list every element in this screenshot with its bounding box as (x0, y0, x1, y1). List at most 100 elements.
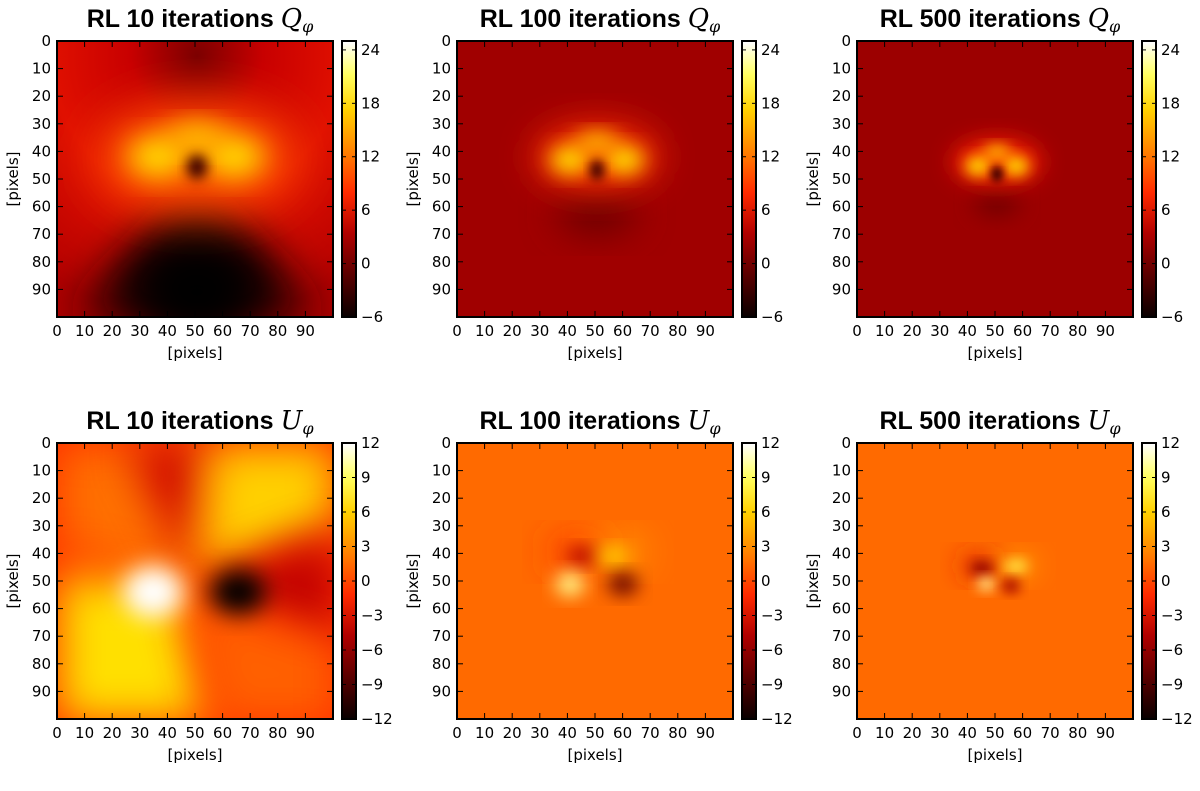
y-tick-label: 80 (432, 655, 451, 673)
colorbar-tick-label: 12 (361, 148, 380, 166)
x-axis-label: [pixels] (167, 746, 222, 764)
x-tick-label: 40 (158, 322, 177, 340)
x-tick-label: 0 (452, 724, 462, 742)
y-tick-label: 80 (832, 655, 851, 673)
heatmap-image (856, 40, 1134, 318)
x-tick-label: 90 (296, 724, 315, 742)
colorbar-tick-label: 24 (761, 41, 780, 59)
x-tick-label: 70 (1041, 724, 1060, 742)
y-tick-label: 90 (32, 280, 51, 298)
y-tick-label: 30 (32, 115, 51, 133)
y-tick-label: 60 (32, 198, 51, 216)
x-tick-label: 10 (75, 322, 94, 340)
panel-title: RL 500 iterations Uφ (879, 406, 1121, 438)
colorbar-tick-label: −9 (1161, 676, 1183, 694)
x-tick-label: 70 (641, 322, 660, 340)
colorbar-tick-label: −6 (761, 308, 783, 326)
panel-title: RL 500 iterations Qφ (879, 4, 1121, 36)
panel-u-rl500: RL 500 iterations Uφ 0 10 20 30 40 50 60 70 80 90… (800, 402, 1200, 791)
x-tick-label: 80 (268, 322, 287, 340)
heatmap-image (456, 40, 734, 318)
x-tick-label: 30 (530, 322, 549, 340)
y-tick-label: 90 (432, 280, 451, 298)
y-tick-label: 50 (832, 170, 851, 188)
x-tick-label: 80 (668, 322, 687, 340)
heatmap-image (56, 442, 334, 720)
colorbar-tick-label: −6 (1161, 308, 1183, 326)
colorbar-tick-label: −3 (361, 607, 383, 625)
x-tick-label: 50 (185, 322, 204, 340)
x-tick-label: 60 (213, 724, 232, 742)
y-tick-label: 30 (32, 517, 51, 535)
x-tick-label: 60 (1013, 322, 1032, 340)
x-tick-label: 80 (268, 724, 287, 742)
y-tick-label: 30 (432, 517, 451, 535)
colorbar-tick-label: 9 (1161, 469, 1171, 487)
heatmap-canvas (458, 444, 732, 718)
y-tick-label: 70 (832, 225, 851, 243)
x-tick-label: 10 (875, 322, 894, 340)
y-tick-label: 10 (832, 60, 851, 78)
y-tick-label: 70 (432, 225, 451, 243)
heatmap-canvas (58, 444, 332, 718)
y-tick-label: 50 (432, 572, 451, 590)
x-tick-label: 50 (585, 724, 604, 742)
colorbar-tick-label: 0 (761, 255, 771, 273)
y-tick-label: 50 (832, 572, 851, 590)
x-tick-label: 30 (130, 322, 149, 340)
x-tick-label: 20 (903, 322, 922, 340)
colorbar-tick-label: 6 (361, 503, 371, 521)
colorbar-tick-label: −12 (1161, 710, 1193, 728)
y-tick-label: 80 (32, 253, 51, 271)
colorbar-tick-label: 12 (761, 434, 780, 452)
x-tick-label: 90 (696, 724, 715, 742)
colorbar-tick-label: 9 (761, 469, 771, 487)
x-tick-label: 30 (530, 724, 549, 742)
y-tick-label: 60 (432, 198, 451, 216)
x-axis-label: [pixels] (567, 344, 622, 362)
colorbar-tick-label: 12 (361, 434, 380, 452)
axes-overlay: 0 10 20 30 40 50 60 70 80 900102030405060708090[p… (804, 32, 1183, 362)
colorbar-tick-label: 0 (1161, 255, 1171, 273)
y-tick-label: 30 (832, 115, 851, 133)
x-tick-label: 60 (213, 322, 232, 340)
y-tick-label: 60 (432, 600, 451, 618)
x-tick-label: 20 (103, 724, 122, 742)
axes-overlay: 0 10 20 30 40 50 60 70 80 900102030405060708090[p… (404, 32, 783, 362)
x-tick-label: 20 (103, 322, 122, 340)
colorbar-tick-label: 24 (1161, 41, 1180, 59)
x-tick-label: 40 (958, 724, 977, 742)
colorbar-tick-label: 0 (361, 572, 371, 590)
heatmap-canvas (858, 444, 1132, 718)
panel-q-rl500: RL 500 iterations Qφ 0 10 20 30 40 50 60 70 80 90… (800, 0, 1200, 389)
y-tick-label: 10 (832, 462, 851, 480)
y-tick-label: 80 (32, 655, 51, 673)
x-tick-label: 40 (558, 322, 577, 340)
x-tick-label: 30 (930, 724, 949, 742)
colorbar-tick-label: 0 (361, 255, 371, 273)
y-tick-label: 0 (441, 32, 451, 50)
y-tick-label: 20 (32, 87, 51, 105)
y-axis-label: [pixels] (804, 553, 822, 608)
y-tick-label: 20 (432, 489, 451, 507)
y-tick-label: 70 (832, 627, 851, 645)
x-tick-label: 80 (1068, 724, 1087, 742)
x-tick-label: 90 (296, 322, 315, 340)
y-tick-label: 70 (432, 627, 451, 645)
colorbar-tick-label: 3 (761, 538, 771, 556)
y-tick-label: 0 (441, 434, 451, 452)
x-tick-label: 0 (52, 724, 62, 742)
colorbar-tick-label: 0 (761, 572, 771, 590)
y-tick-label: 60 (832, 600, 851, 618)
panel-title: RL 100 iterations Qφ (479, 4, 721, 36)
colorbar (741, 40, 757, 318)
x-tick-label: 70 (1041, 322, 1060, 340)
y-axis-label: [pixels] (404, 553, 422, 608)
colorbar-tick-label: 12 (1161, 148, 1180, 166)
y-tick-label: 10 (32, 60, 51, 78)
axes-overlay: 0 10 20 30 40 50 60 70 80 900102030405060708090[p… (804, 434, 1193, 764)
y-tick-label: 50 (432, 170, 451, 188)
panel-u-rl10: RL 10 iterations Uφ 0 10 20 30 40 50 60 70 80 90 0… (0, 402, 400, 791)
y-tick-label: 40 (32, 142, 51, 160)
x-tick-label: 30 (930, 322, 949, 340)
